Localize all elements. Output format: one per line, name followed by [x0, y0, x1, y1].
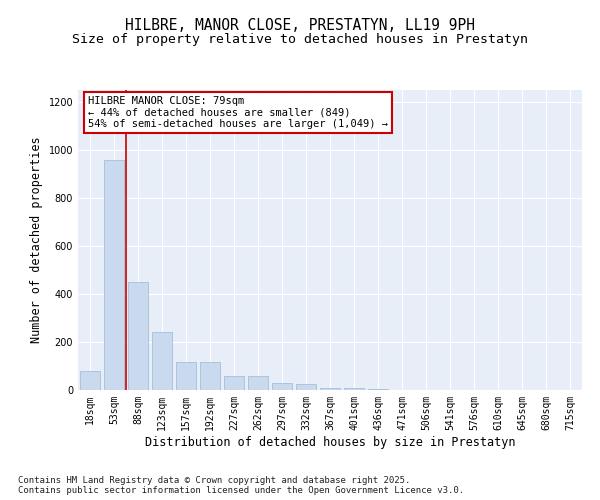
- Bar: [344, 388, 364, 390]
- Bar: [248, 376, 268, 390]
- Bar: [224, 376, 244, 390]
- Text: Size of property relative to detached houses in Prestatyn: Size of property relative to detached ho…: [72, 32, 528, 46]
- Bar: [128, 282, 148, 390]
- Bar: [176, 362, 196, 390]
- Y-axis label: Number of detached properties: Number of detached properties: [30, 136, 43, 344]
- Bar: [320, 388, 340, 390]
- Bar: [296, 384, 316, 390]
- Text: Contains HM Land Registry data © Crown copyright and database right 2025.
Contai: Contains HM Land Registry data © Crown c…: [18, 476, 464, 495]
- Bar: [200, 362, 220, 390]
- Text: HILBRE, MANOR CLOSE, PRESTATYN, LL19 9PH: HILBRE, MANOR CLOSE, PRESTATYN, LL19 9PH: [125, 18, 475, 32]
- Bar: [80, 371, 100, 390]
- Text: HILBRE MANOR CLOSE: 79sqm
← 44% of detached houses are smaller (849)
54% of semi: HILBRE MANOR CLOSE: 79sqm ← 44% of detac…: [88, 96, 388, 129]
- Bar: [152, 332, 172, 390]
- Bar: [104, 160, 124, 390]
- X-axis label: Distribution of detached houses by size in Prestatyn: Distribution of detached houses by size …: [145, 436, 515, 448]
- Bar: [368, 389, 388, 390]
- Bar: [272, 383, 292, 390]
